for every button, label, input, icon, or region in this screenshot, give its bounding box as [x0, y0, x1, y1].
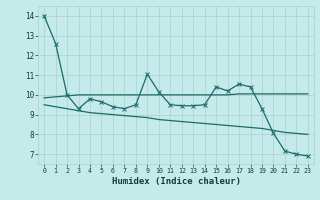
X-axis label: Humidex (Indice chaleur): Humidex (Indice chaleur)	[111, 177, 241, 186]
